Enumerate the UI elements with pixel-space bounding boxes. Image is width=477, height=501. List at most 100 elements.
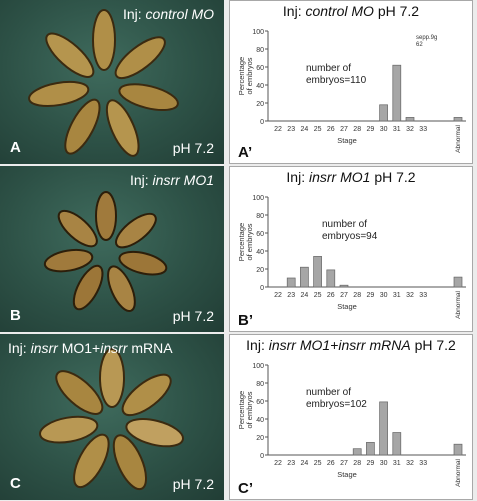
y-tick-label-b-80: 80	[256, 213, 264, 220]
x-tick-label-a-24: 24	[301, 126, 309, 133]
y-tick-label-b-60: 60	[256, 231, 264, 238]
row-b: Inj: insrr MO1 B pH 7.2 Inj: insrr MO1 p…	[0, 166, 477, 332]
bar-b-24	[300, 266, 309, 288]
x-tick-label-c-25: 25	[314, 460, 322, 467]
y-tick-label-c-40: 40	[256, 417, 264, 424]
chart-title-a: Inj: control MO pH 7.2	[282, 3, 420, 19]
bar-a-Abnormal	[453, 117, 463, 122]
x-tick-label-c-22: 22	[274, 460, 282, 467]
bar-chart-c: 0 20 40 60 80 100 Percentageof embryos 22 23 24 25…	[237, 363, 466, 497]
x-axis-label-a: Stage	[337, 136, 357, 145]
x-axis-label-c: Stage	[337, 470, 357, 479]
bar-chart-a: 0 20 40 60 80 100 Percentageof embryos 22 23 24 25…	[237, 29, 466, 161]
x-tick-label-c-27: 27	[340, 460, 348, 467]
y-axis-label-c: Percentageof embryos	[237, 391, 254, 429]
x-tick-label-b-33: 33	[419, 292, 427, 299]
embryo-photo-c: Inj: insrr MO1+insrr mRNA C pH 7.2	[0, 334, 224, 500]
bar-b-27	[339, 284, 349, 288]
y-tick-label-c-80: 80	[256, 381, 264, 388]
bar-b-25	[313, 256, 322, 288]
y-tick-label-a-60: 60	[256, 65, 264, 72]
y-tick-label-a-40: 40	[256, 83, 264, 90]
chart-title-b: Inj: insrr MO1 pH 7.2	[286, 169, 416, 185]
scale-note-a: sepp.9g 62	[416, 35, 437, 48]
y-tick-label-c-60: 60	[256, 399, 264, 406]
x-tick-label-b-22: 22	[274, 292, 282, 299]
chart-panel-b: Inj: insrr MO1 pH 7.2 0 20 40 60 80 100 Percen…	[229, 166, 473, 332]
x-tick-label-a-29: 29	[367, 126, 375, 133]
y-tick-label-a-20: 20	[256, 101, 264, 108]
x-tick-label-b-23: 23	[287, 292, 295, 299]
y-tick-label-a-100: 100	[252, 29, 264, 36]
x-tick-label-a-33: 33	[419, 126, 427, 133]
x-tick-label-b-32: 32	[406, 292, 414, 299]
injection-label-a: Inj: control MO	[122, 6, 214, 22]
embryo-photo-b: Inj: insrr MO1 B pH 7.2	[0, 166, 224, 332]
x-tick-label-b-29: 29	[367, 292, 375, 299]
x-tick-label-a-22: 22	[274, 126, 282, 133]
x-tick-label-c-29: 29	[367, 460, 375, 467]
panel-letter-b: B	[10, 307, 21, 324]
x-tick-label-c-33: 33	[419, 460, 427, 467]
x-tick-label-c-31: 31	[393, 460, 401, 467]
x-tick-label-b-30: 30	[380, 292, 388, 299]
y-tick-label-b-0: 0	[260, 285, 264, 292]
row-a: Inj: control MO A pH 7.2 Inj: control MO…	[0, 0, 477, 164]
bar-c-28	[352, 448, 362, 456]
ph-label-b: pH 7.2	[172, 308, 214, 324]
x-tick-label-a-23: 23	[287, 126, 295, 133]
x-tick-label-a-abnormal: Abnormal	[455, 124, 462, 152]
x-axis-label-b: Stage	[337, 302, 357, 311]
injection-label-c: Inj: insrr MO1+insrr mRNA	[8, 340, 173, 356]
row-c: Inj: insrr MO1+insrr mRNA C pH 7.2 Inj: …	[0, 334, 477, 500]
bar-c-29	[366, 442, 375, 456]
x-tick-label-b-28: 28	[353, 292, 361, 299]
x-tick-label-c-24: 24	[301, 460, 309, 467]
panel-letter-c: C	[10, 475, 21, 492]
chart-panel-a: Inj: control MO pH 7.2 0 20 40 60 80 100 Perce…	[229, 0, 473, 164]
ph-label-c: pH 7.2	[172, 476, 214, 492]
bar-c-Abnormal	[453, 443, 463, 456]
bar-a-32	[405, 117, 415, 122]
y-tick-label-c-100: 100	[252, 363, 264, 370]
bar-b-26	[326, 269, 336, 288]
x-tick-label-b-31: 31	[393, 292, 401, 299]
x-tick-label-b-25: 25	[314, 292, 322, 299]
bar-a-30	[379, 104, 388, 122]
x-tick-label-a-31: 31	[393, 126, 401, 133]
x-tick-label-b-26: 26	[327, 292, 335, 299]
panel-letter-a: A	[10, 139, 21, 156]
y-axis-label-b: Percentageof embryos	[237, 223, 254, 261]
sample-size-annotation-b: number of embryos=94	[322, 219, 378, 242]
y-tick-label-c-20: 20	[256, 435, 264, 442]
y-tick-label-c-0: 0	[260, 453, 264, 460]
x-tick-label-b-24: 24	[301, 292, 309, 299]
x-tick-label-c-abnormal: Abnormal	[455, 458, 462, 486]
bar-chart-b: 0 20 40 60 80 100 Percentageof embryos 22 23 24 25…	[237, 195, 466, 329]
embryo-illustration-b	[43, 191, 168, 313]
sample-size-annotation-c: number of embryos=102	[306, 387, 367, 410]
x-tick-label-b-abnormal: Abnormal	[455, 290, 462, 318]
bar-c-30	[379, 401, 388, 456]
x-tick-label-a-32: 32	[406, 126, 414, 133]
x-tick-label-a-25: 25	[314, 126, 322, 133]
y-tick-label-b-100: 100	[252, 195, 264, 202]
x-tick-label-c-32: 32	[406, 460, 414, 467]
bar-a-31	[392, 64, 402, 122]
chart-panel-c: Inj: insrr MO1+insrr mRNA pH 7.2 0 20 40 60…	[229, 334, 473, 500]
y-tick-label-b-20: 20	[256, 267, 264, 274]
x-tick-label-a-26: 26	[327, 126, 335, 133]
x-tick-label-a-27: 27	[340, 126, 348, 133]
chart-letter-b: B’	[238, 312, 253, 329]
y-axis-label-a: Percentageof embryos	[237, 57, 254, 95]
embryo-illustration-c	[39, 348, 184, 491]
bar-c-31	[392, 432, 402, 456]
x-tick-label-c-28: 28	[353, 460, 361, 467]
x-tick-label-a-28: 28	[353, 126, 361, 133]
ph-label-a: pH 7.2	[172, 140, 214, 156]
y-tick-label-a-80: 80	[256, 47, 264, 54]
chart-title-c: Inj: insrr MO1+insrr mRNA pH 7.2	[246, 337, 456, 353]
bar-b-Abnormal	[453, 276, 463, 288]
x-tick-label-c-26: 26	[327, 460, 335, 467]
x-tick-label-a-30: 30	[380, 126, 388, 133]
